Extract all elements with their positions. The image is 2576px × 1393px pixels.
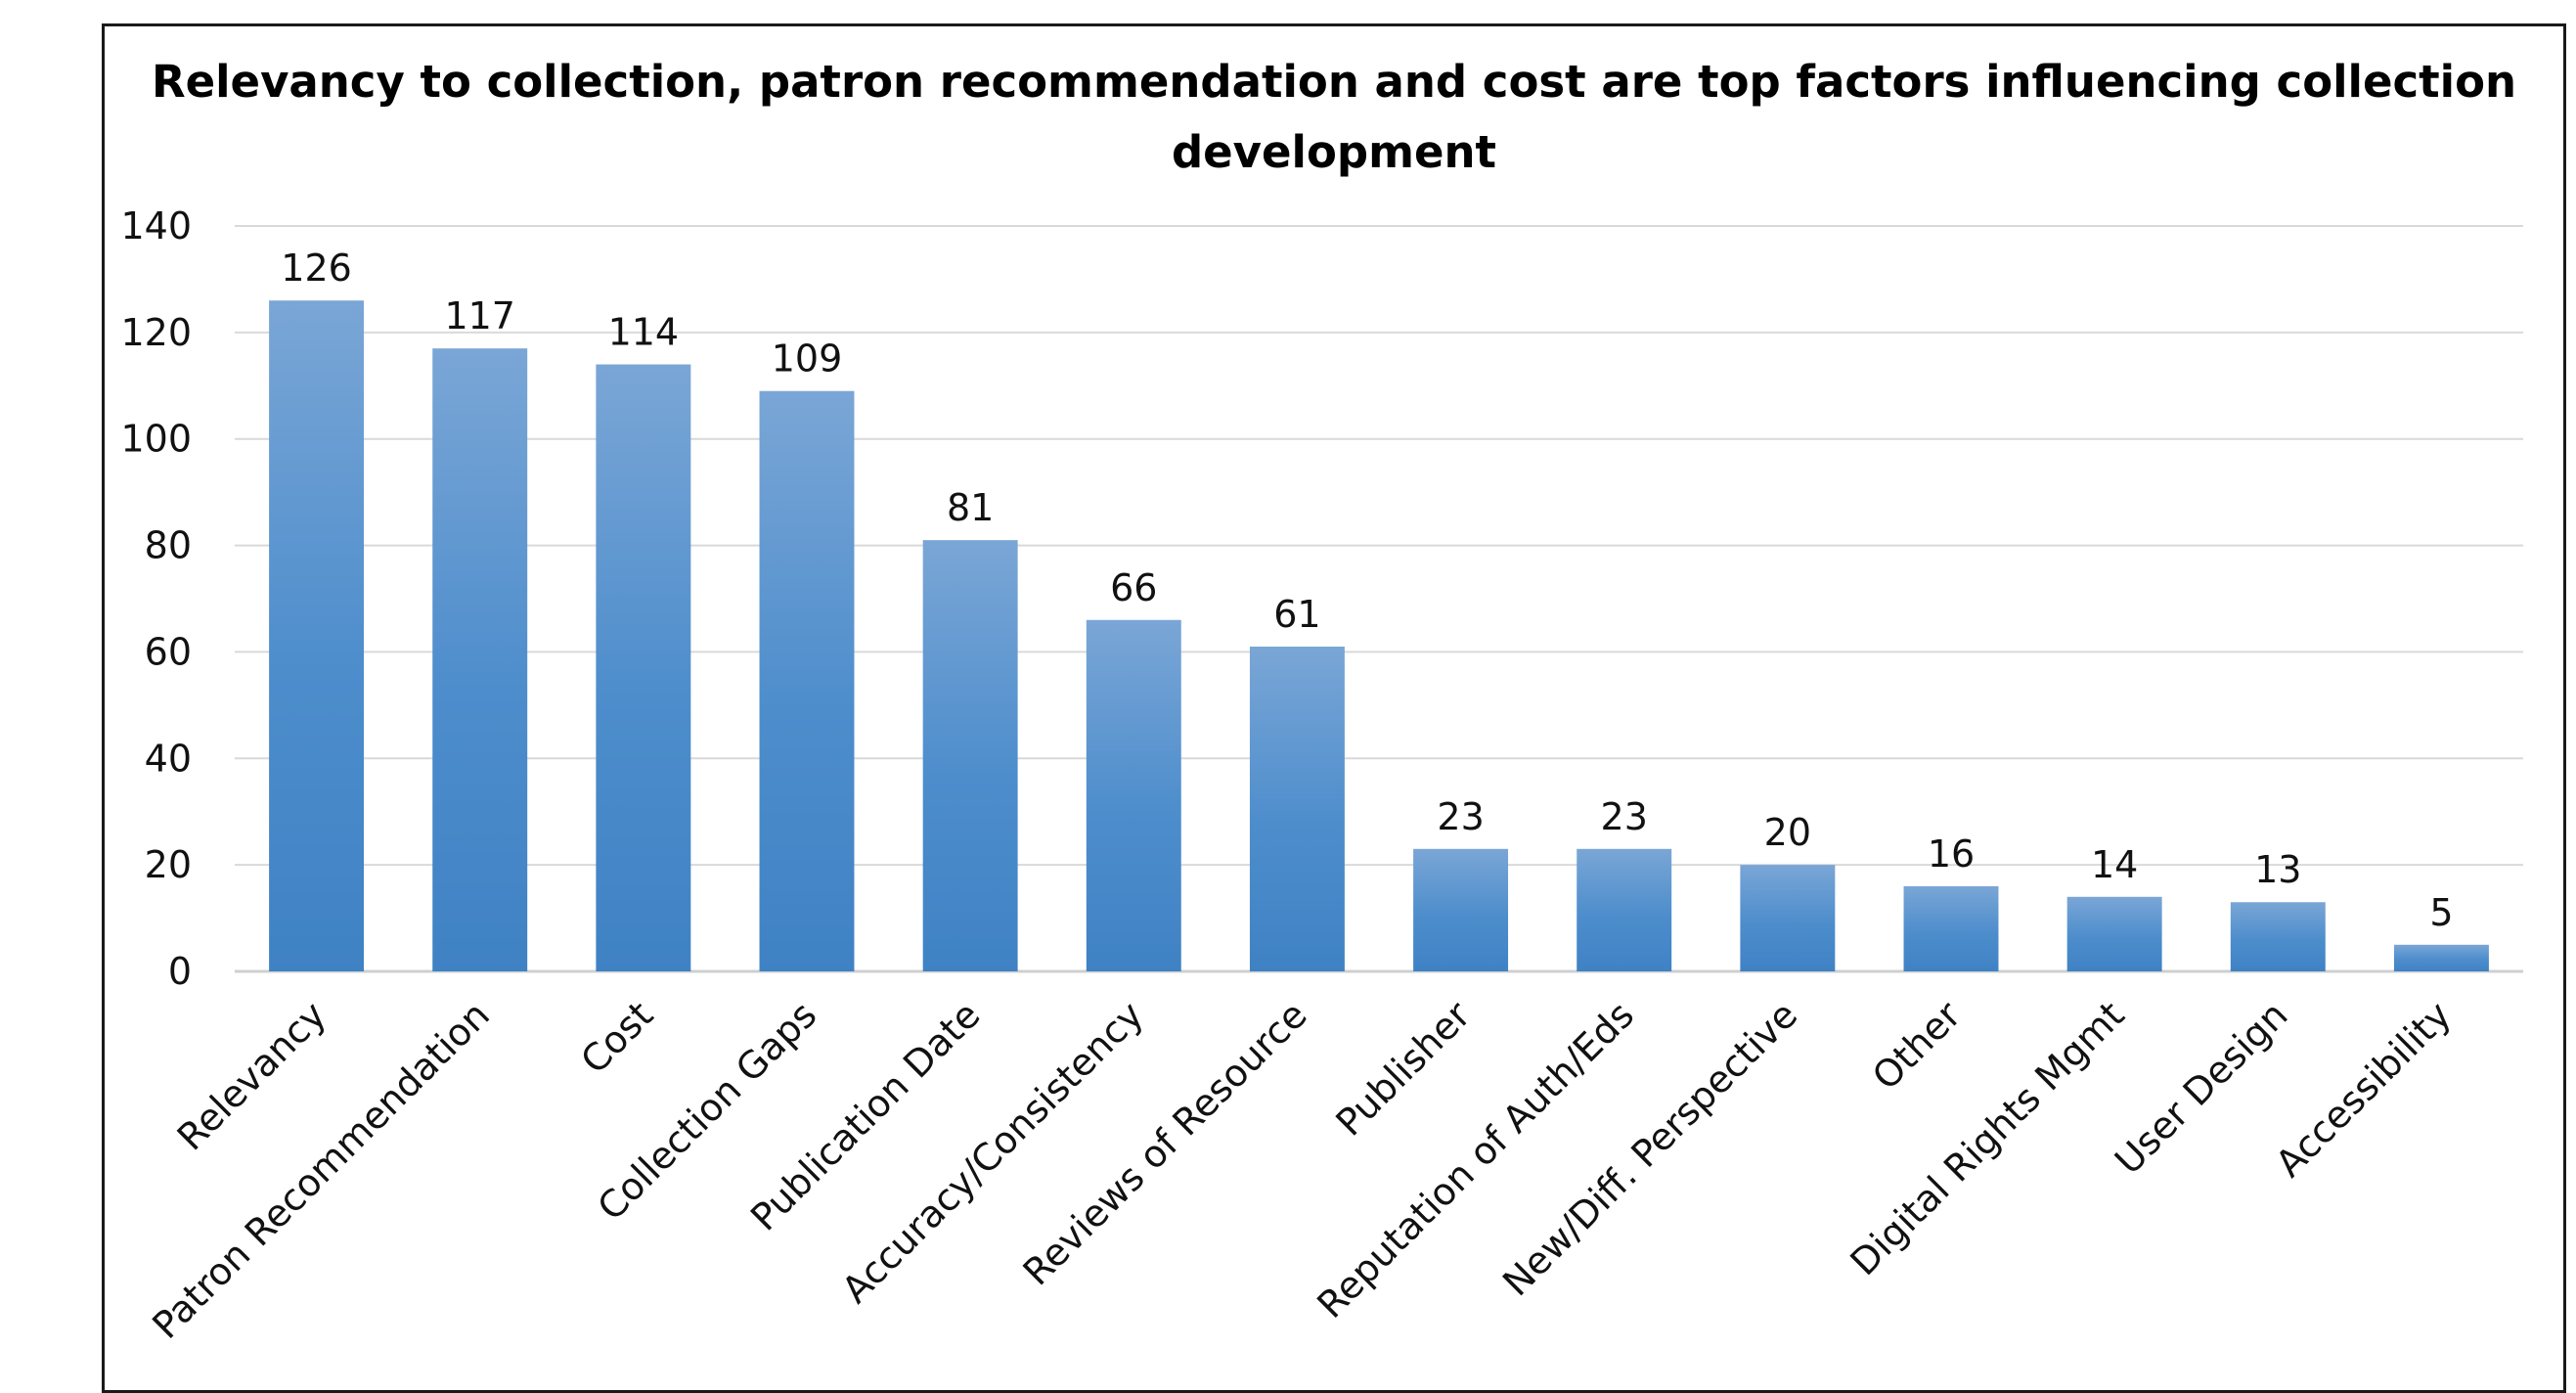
bar bbox=[1740, 865, 1836, 971]
bar bbox=[1413, 848, 1509, 971]
data-label: 114 bbox=[608, 311, 680, 354]
data-label: 16 bbox=[1928, 832, 1975, 876]
y-tick-label: 120 bbox=[120, 311, 192, 354]
data-label: 126 bbox=[281, 247, 352, 290]
data-label: 23 bbox=[1437, 795, 1484, 838]
bar bbox=[759, 390, 855, 971]
x-category-label: Publisher bbox=[1327, 993, 1479, 1145]
bar bbox=[2066, 896, 2162, 971]
chart-title: Relevancy to collection, patron recommen… bbox=[151, 56, 2517, 178]
data-label: 23 bbox=[1601, 795, 1648, 838]
x-category-label: Accessibility bbox=[2267, 993, 2459, 1185]
data-label: 13 bbox=[2254, 848, 2301, 891]
bar bbox=[269, 300, 365, 971]
bars bbox=[269, 300, 2489, 972]
data-label: 61 bbox=[1273, 593, 1320, 636]
y-tick-label: 140 bbox=[120, 204, 192, 247]
data-label: 14 bbox=[2091, 843, 2138, 886]
x-category-label: Digital Rights Mgmt bbox=[1842, 993, 2132, 1283]
bar bbox=[2230, 902, 2326, 971]
bar bbox=[1086, 619, 1181, 971]
bar bbox=[2393, 944, 2489, 971]
data-labels: 126 117 114 109 81 66 61 23 23 20 16 14 13 5 bbox=[281, 247, 2453, 934]
y-tick-label: 0 bbox=[168, 950, 192, 993]
x-category-label: Reputation of Auth/Eds bbox=[1309, 993, 1642, 1326]
bar bbox=[432, 348, 528, 972]
y-tick-label: 80 bbox=[145, 524, 192, 567]
data-label: 20 bbox=[1764, 811, 1811, 854]
data-label: 117 bbox=[444, 294, 515, 337]
gridlines bbox=[235, 225, 2523, 973]
data-label: 81 bbox=[947, 486, 994, 529]
y-tick-label: 40 bbox=[145, 737, 192, 780]
bar bbox=[1903, 885, 1999, 971]
y-tick-label: 60 bbox=[145, 630, 192, 673]
x-category-label: New/Diff. Perspective bbox=[1494, 993, 1805, 1304]
bar bbox=[922, 540, 1018, 971]
bar bbox=[596, 364, 691, 971]
y-tick-label: 100 bbox=[120, 418, 192, 461]
bar bbox=[1249, 646, 1345, 971]
y-tick-label: 20 bbox=[145, 843, 192, 886]
x-category-label: Accuracy/Consistency bbox=[833, 993, 1151, 1311]
x-category-label: Cost bbox=[572, 993, 661, 1082]
x-category-label: Patron Recommendation bbox=[144, 993, 498, 1347]
y-axis-ticks: 0 20 40 60 80 100 120 140 bbox=[120, 204, 192, 993]
data-label: 5 bbox=[2429, 891, 2453, 934]
bar bbox=[1577, 848, 1672, 971]
x-category-label: Other bbox=[1864, 993, 1970, 1099]
x-category-label: Relevancy bbox=[169, 993, 334, 1158]
data-label: 66 bbox=[1110, 566, 1157, 609]
data-label: 109 bbox=[772, 337, 843, 381]
x-category-label: Reviews of Resource bbox=[1015, 993, 1315, 1293]
